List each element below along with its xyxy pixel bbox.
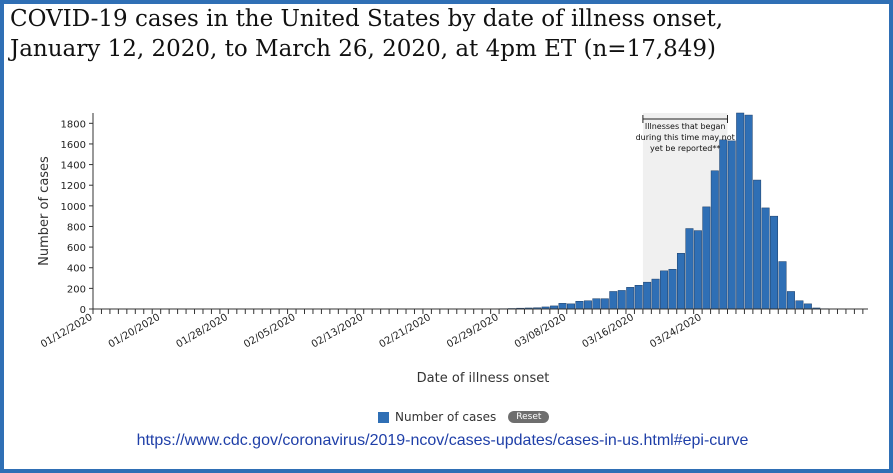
y-tick-label: 0 — [80, 305, 86, 316]
bar — [609, 291, 618, 310]
bar — [753, 179, 762, 310]
y-tick-label: 1600 — [61, 140, 86, 151]
chart-title: COVID-19 cases in the United States by d… — [10, 6, 723, 62]
legend: Number of cases Reset — [378, 408, 550, 426]
bar — [575, 301, 584, 310]
y-tick-label: 1200 — [61, 181, 86, 192]
legend-label[interactable]: Number of cases — [395, 410, 497, 424]
bar — [626, 287, 635, 310]
bar — [803, 303, 812, 310]
x-tick-label: 01/12/2020 — [39, 312, 94, 350]
bar — [761, 207, 770, 310]
reporting-delay-annotation: Illnesses that began during this time may… — [636, 115, 735, 153]
bar — [786, 291, 795, 310]
bar — [592, 298, 601, 310]
y-tick-label: 600 — [67, 243, 86, 254]
x-tick-label: 02/05/2020 — [242, 312, 297, 350]
bar — [719, 139, 728, 310]
y-axis-label: Number of cases — [37, 156, 52, 266]
x-axis-label: Date of illness onset — [417, 371, 550, 386]
bar — [668, 269, 677, 310]
x-tick-label: 01/28/2020 — [174, 312, 229, 350]
x-tick-label: 02/13/2020 — [310, 312, 365, 350]
bar — [558, 303, 567, 310]
bar — [600, 298, 609, 310]
bar — [710, 170, 719, 310]
bar — [651, 278, 660, 310]
bar — [567, 303, 575, 310]
bar — [693, 230, 702, 310]
y-tick-label: 400 — [67, 264, 86, 275]
bar — [770, 215, 779, 310]
y-tick-label: 200 — [67, 284, 86, 295]
bar — [660, 270, 669, 310]
bar — [727, 140, 736, 310]
x-tick-label: 02/29/2020 — [445, 312, 500, 350]
bar — [702, 206, 711, 310]
y-tick-label: 1000 — [61, 202, 86, 213]
x-tick-label: 03/16/2020 — [581, 312, 636, 350]
legend-swatch[interactable] — [378, 411, 389, 423]
x-tick-label: 01/20/2020 — [107, 312, 162, 350]
reset-zoom-button[interactable]: Reset — [508, 411, 550, 423]
bar — [617, 290, 626, 310]
x-axis: 01/12/2020 01/20/2020 01/28/2020 02/05/2020… — [39, 308, 868, 350]
bar — [643, 281, 652, 310]
bar — [583, 300, 592, 310]
bar — [744, 114, 753, 310]
x-tick-label: 02/21/2020 — [377, 312, 432, 350]
bar — [736, 112, 745, 310]
bar — [676, 253, 685, 310]
x-tick-label: 03/24/2020 — [648, 312, 703, 350]
bar — [795, 300, 804, 310]
x-tick-label: 03/08/2020 — [513, 312, 568, 350]
y-tick-label: 1400 — [61, 161, 86, 172]
y-tick-label: 1800 — [61, 119, 86, 130]
bar — [685, 228, 694, 310]
bar-series — [431, 112, 829, 310]
y-axis: 0 200 400 600 800 1000 1200 1400 1600 1800 — [61, 113, 94, 316]
y-tick-label: 800 — [67, 222, 86, 233]
annotation-text: Illnesses that began during this time may… — [636, 122, 735, 153]
bar — [634, 285, 643, 310]
bar — [778, 261, 787, 310]
source-url[interactable]: https://www.cdc.gov/coronavirus/2019-nco… — [136, 432, 749, 449]
